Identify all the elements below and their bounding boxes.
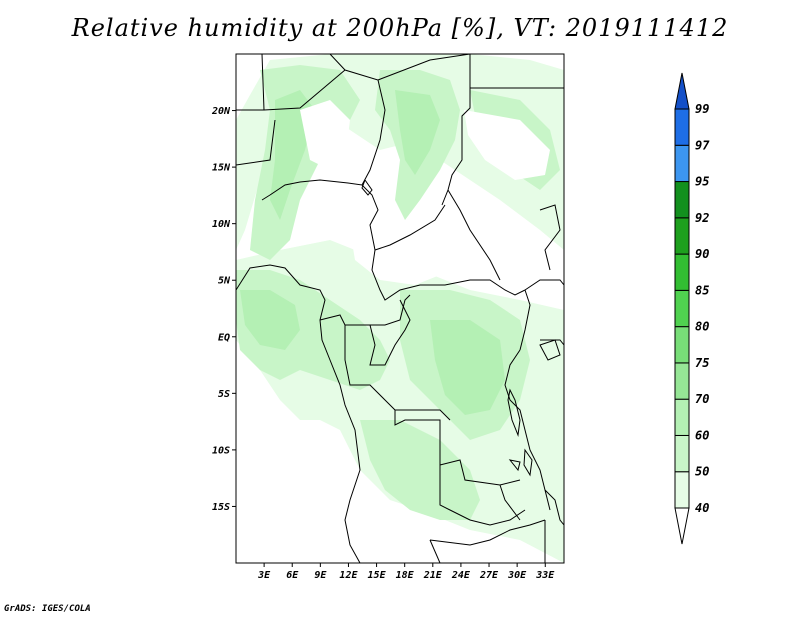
colorbar-label: 70 [695, 392, 709, 406]
x-tick-label: 27E [479, 570, 499, 581]
colorbar-upper-triangle [674, 72, 690, 110]
x-axis: 3E 6E 9E 12E 15E 18E 21E 24E 27E 30E 33E [257, 563, 555, 581]
colorbar-box [674, 253, 690, 291]
y-tick-label: 5N [218, 276, 231, 287]
humidity-field [236, 54, 564, 563]
x-tick-label: 21E [423, 570, 443, 581]
colorbar-label: 85 [695, 283, 709, 297]
x-tick-label: 6E [286, 570, 299, 581]
colorbar-label: 99 [695, 102, 709, 116]
y-tick-label: 5S [218, 389, 230, 400]
colorbar-label: 60 [695, 428, 709, 442]
y-axis: 20N 15N 10N 5N EQ 5S 10S 15S [211, 106, 236, 513]
colorbar-label: 50 [695, 465, 709, 479]
colorbar-box [674, 144, 690, 183]
colorbar-box [674, 181, 690, 219]
x-tick-label: 3E [257, 570, 271, 581]
country-borders [236, 54, 564, 563]
colorbar-box [674, 289, 690, 328]
y-tick-label: 20N [211, 106, 231, 117]
x-tick-label: 15E [368, 570, 387, 581]
colorbar-label: 95 [695, 175, 709, 189]
colorbar-box [674, 217, 690, 255]
map-frame [235, 53, 565, 564]
colorbar-box [674, 108, 690, 146]
y-tick-label: 15N [212, 163, 231, 174]
y-tick-label: EQ [218, 332, 230, 343]
colorbar-label: 97 [695, 138, 710, 152]
x-tick-label: 24E [451, 570, 471, 581]
x-tick-label: 30E [507, 570, 527, 581]
map-title: Relative humidity at 200hPa [%], VT: 201… [71, 14, 729, 42]
colorbar-box [674, 326, 690, 364]
colorbar-label: 92 [695, 211, 709, 225]
x-tick-label: 9E [314, 570, 327, 581]
colorbar-label: 40 [695, 501, 709, 515]
y-tick-label: 10S [212, 445, 230, 456]
colorbar-box [674, 434, 690, 473]
colorbar-lower-triangle [674, 507, 690, 545]
x-tick-label: 33E [535, 570, 555, 581]
grads-credit: GrADS: IGES/COLA [4, 604, 91, 614]
colorbar-box [674, 362, 690, 400]
colorbar-label: 80 [695, 320, 709, 334]
lakes [361, 178, 561, 477]
colorbar-label: 90 [695, 247, 709, 261]
y-tick-label: 15S [212, 502, 230, 513]
y-tick-label: 10N [212, 219, 231, 230]
x-tick-label: 12E [339, 570, 358, 581]
colorbar-box [674, 398, 690, 436]
colorbar-box [674, 471, 690, 509]
colorbar: 40 50 60 70 75 80 85 90 92 95 97 99 [674, 72, 710, 545]
x-tick-label: 18E [396, 570, 415, 581]
colorbar-label: 75 [695, 356, 709, 370]
